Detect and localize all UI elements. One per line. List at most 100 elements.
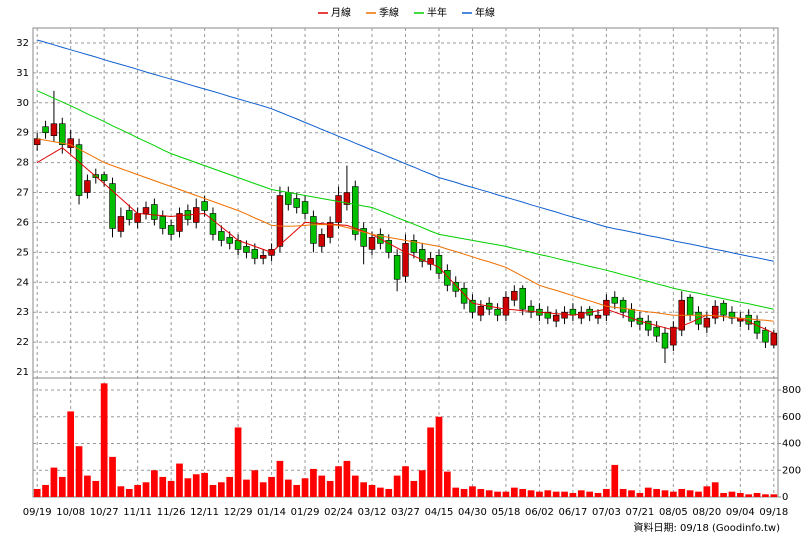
- volume-bar: [84, 475, 91, 497]
- candle-body: [100, 174, 108, 181]
- candle-body: [502, 296, 510, 316]
- volume-bar: [100, 383, 108, 497]
- x-tick-label: 11/26: [157, 507, 186, 518]
- volume-bar: [536, 491, 543, 497]
- candle-body: [343, 192, 351, 205]
- candle-body: [368, 237, 376, 250]
- x-tick-label: 01/14: [257, 507, 286, 518]
- candle-body: [176, 213, 183, 232]
- volume-bar: [310, 468, 317, 497]
- candle-body: [193, 207, 200, 223]
- volume-bar: [444, 471, 451, 497]
- candle-body: [419, 249, 426, 262]
- volume-bar: [527, 490, 535, 497]
- x-tick-label: 08/05: [659, 507, 688, 518]
- volume-bar: [661, 490, 669, 497]
- grid: [33, 28, 778, 497]
- x-tick-label: 04/30: [458, 507, 487, 518]
- x-tick-label: 03/12: [358, 507, 387, 518]
- x-tick-label: 04/15: [425, 507, 454, 518]
- volume-bar: [594, 492, 602, 497]
- y2-tick-label: 0: [782, 492, 788, 503]
- volume-bar: [402, 466, 409, 497]
- x-tick-label: 10/08: [56, 507, 85, 518]
- volume-bar: [569, 492, 577, 497]
- candle-body: [360, 228, 367, 247]
- volume-bar: [268, 476, 275, 497]
- volume-bar: [92, 480, 100, 497]
- x-tick-label: 01/29: [291, 507, 320, 518]
- volume-bar: [125, 488, 133, 497]
- volume-bar: [753, 492, 761, 497]
- volume-bar: [485, 490, 493, 497]
- volume-bar: [368, 484, 376, 497]
- volume-bar: [393, 475, 401, 497]
- volume-bar: [745, 494, 753, 497]
- candle-body: [335, 195, 342, 223]
- volume-bar: [762, 494, 769, 497]
- candle-body: [494, 308, 501, 316]
- legend: 月線 季線 半年 年線: [318, 6, 495, 19]
- volume-bar: [736, 492, 744, 497]
- volume-bar: [619, 488, 627, 497]
- candle-body: [753, 320, 761, 334]
- volume-bar: [385, 488, 393, 497]
- volume-bar: [603, 488, 610, 497]
- candle-body: [711, 305, 719, 319]
- volume-bar: [351, 475, 359, 497]
- volume-bar: [502, 491, 510, 497]
- volume-bar: [552, 491, 560, 497]
- candle-body: [670, 326, 677, 346]
- volume-bar: [460, 488, 468, 497]
- volume-bar: [293, 484, 301, 497]
- volume-bar: [644, 487, 652, 497]
- x-tick-label: 06/17: [559, 507, 588, 518]
- y2-tick-label: 800: [782, 385, 801, 396]
- y-tick-label: 26: [16, 217, 29, 228]
- y-tick-label: 25: [16, 247, 29, 258]
- candle-body: [578, 311, 585, 319]
- candle-body: [234, 240, 242, 250]
- candle-body: [151, 204, 158, 220]
- candle-body: [301, 201, 309, 214]
- candle-body: [201, 201, 208, 211]
- volume-bar: [335, 466, 342, 497]
- y-tick-label: 21: [16, 367, 29, 378]
- volume-bar: [117, 486, 125, 497]
- volume-bar: [628, 490, 635, 497]
- candle-body: [469, 299, 476, 313]
- candle-body: [552, 314, 560, 322]
- candle-body: [653, 326, 660, 337]
- candle-body: [243, 246, 250, 253]
- x-tick-label: 10/27: [90, 507, 119, 518]
- candle-body: [444, 270, 451, 286]
- candle-body: [117, 216, 125, 232]
- volume-bar: [159, 476, 167, 497]
- volume-bar: [728, 491, 736, 497]
- volume-bar: [720, 492, 727, 497]
- candle-body: [594, 314, 602, 319]
- volume-bar: [75, 446, 83, 497]
- candle-body: [109, 183, 116, 229]
- candle-body: [33, 138, 41, 145]
- ma-line: [37, 39, 774, 262]
- candle-body: [435, 255, 443, 274]
- x-tick-label: 08/20: [692, 507, 721, 518]
- y-tick-label: 29: [16, 128, 29, 139]
- volume-bar: [418, 470, 426, 497]
- y-tick-label: 23: [16, 307, 29, 318]
- candle-body: [352, 186, 359, 235]
- x-tick-label: 07/21: [625, 507, 654, 518]
- candle-body: [385, 240, 392, 253]
- x-tick-label: 11/11: [123, 507, 152, 518]
- volume-bar: [192, 474, 200, 497]
- candle-body: [285, 192, 292, 205]
- candle-body: [75, 144, 83, 196]
- candle-body: [410, 240, 418, 253]
- candle-body: [686, 296, 694, 316]
- candle-body: [603, 299, 610, 316]
- candle-body: [318, 234, 326, 247]
- volume-bar: [770, 494, 778, 497]
- candle-body: [728, 311, 736, 319]
- volume-bar: [243, 479, 250, 497]
